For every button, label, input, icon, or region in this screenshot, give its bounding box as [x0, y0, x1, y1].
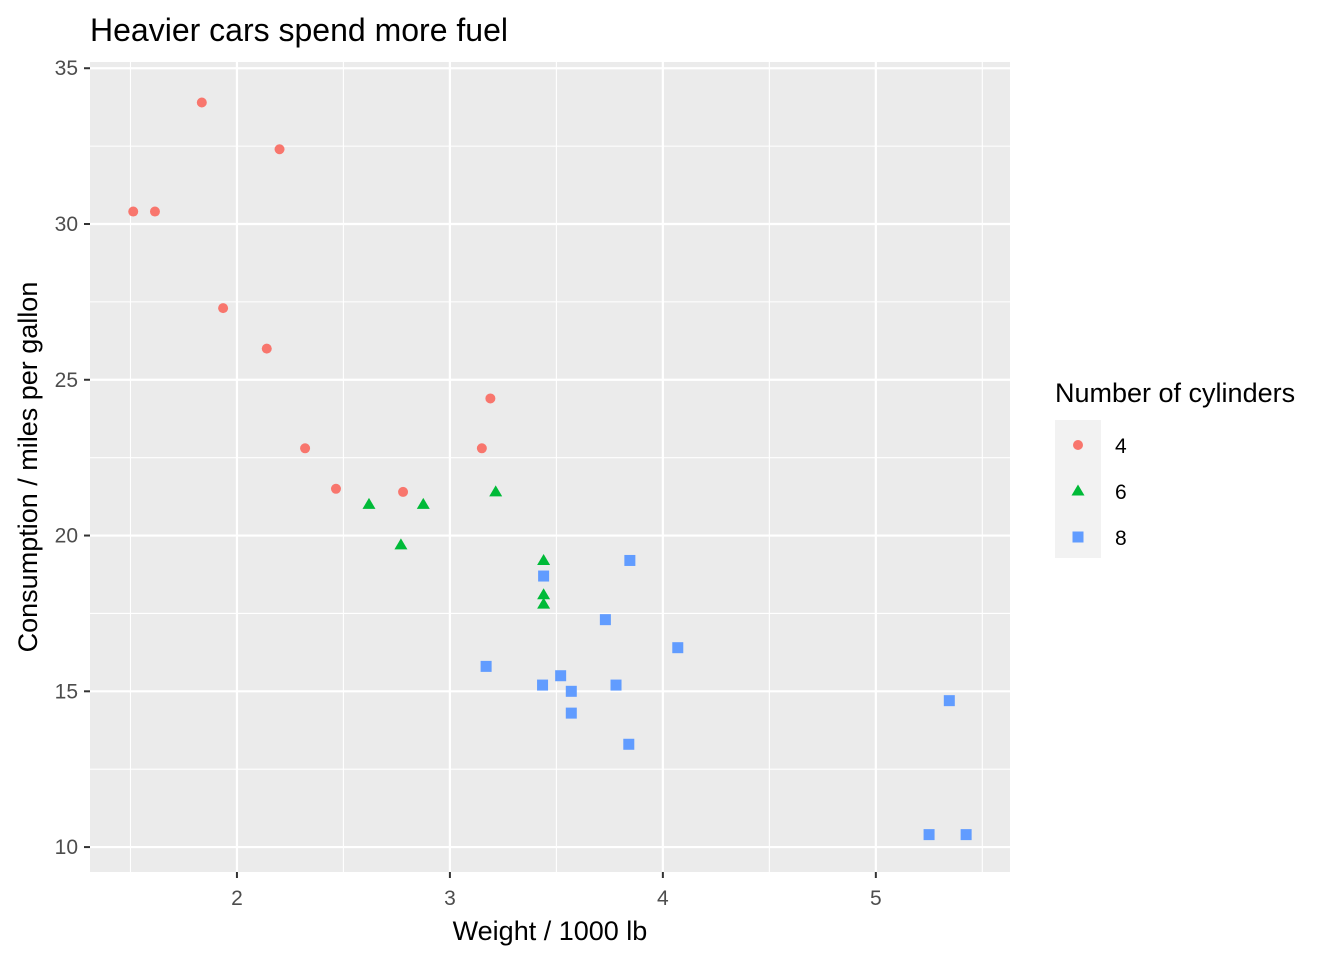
- data-point-cyl-6: [416, 497, 430, 509]
- data-point-cyl-4: [300, 443, 311, 454]
- data-point-cyl-8: [538, 570, 550, 582]
- data-point-cyl-4: [149, 206, 160, 217]
- data-point-cyl-4: [330, 483, 341, 494]
- data-point-cyl-8: [610, 679, 622, 691]
- data-point-cyl-8: [624, 554, 636, 566]
- y-axis-title: Consumption / miles per gallon: [13, 282, 43, 653]
- data-point-cyl-8: [943, 695, 955, 707]
- legend-key-4: [1073, 440, 1083, 450]
- data-point-cyl-4: [485, 393, 496, 404]
- data-point-cyl-4: [128, 206, 139, 217]
- data-point-cyl-6: [537, 553, 551, 565]
- legend-key-6: [1071, 484, 1085, 496]
- data-point-cyl-8: [565, 707, 577, 719]
- legend-label-8: 8: [1115, 527, 1127, 550]
- x-tick-label: 3: [444, 887, 456, 910]
- data-point-cyl-6: [394, 538, 408, 550]
- data-point-cyl-8: [599, 614, 611, 626]
- y-tick-label: 30: [55, 213, 78, 236]
- x-tick-label: 4: [657, 887, 669, 910]
- data-point-cyl-4: [218, 303, 229, 314]
- x-axis-title: Weight / 1000 lb: [453, 916, 648, 946]
- data-points: [128, 97, 972, 841]
- plot-panel: [90, 62, 1010, 872]
- x-tick-label: 5: [870, 887, 882, 910]
- legend-label-6: 6: [1115, 481, 1127, 504]
- data-point-cyl-4: [398, 486, 409, 497]
- chart-title: Heavier cars spend more fuel: [90, 12, 508, 48]
- data-point-cyl-4: [476, 443, 487, 454]
- axes: 2 3 4 5 10 15 20 25 30 35: [55, 57, 882, 910]
- data-point-cyl-6: [537, 597, 551, 609]
- data-point-cyl-8: [565, 685, 577, 697]
- y-tick-label: 15: [55, 680, 78, 703]
- data-point-cyl-8: [623, 738, 635, 750]
- minor-gridlines: [90, 62, 1010, 872]
- data-point-cyl-4: [261, 343, 272, 354]
- data-point-cyl-6: [537, 588, 551, 600]
- data-point-cyl-8: [672, 642, 684, 654]
- data-point-cyl-8: [555, 670, 567, 682]
- y-tick-label: 20: [55, 525, 78, 548]
- data-point-cyl-8: [960, 829, 972, 841]
- legend-label-4: 4: [1115, 435, 1127, 458]
- legend: Number of cylinders 4 6 8: [1055, 378, 1295, 558]
- y-tick-label: 25: [55, 369, 78, 392]
- data-point-cyl-4: [274, 144, 285, 155]
- legend-title: Number of cylinders: [1055, 378, 1295, 408]
- data-point-cyl-8: [537, 679, 549, 691]
- major-gridlines: [90, 62, 1010, 872]
- data-point-cyl-8: [923, 829, 935, 841]
- y-tick-label: 35: [55, 57, 78, 80]
- data-point-cyl-8: [480, 660, 492, 672]
- data-point-cyl-6: [489, 485, 503, 497]
- legend-key-8: [1072, 531, 1084, 543]
- data-point-cyl-6: [362, 497, 376, 509]
- x-tick-label: 2: [231, 887, 243, 910]
- data-point-cyl-4: [196, 97, 207, 108]
- y-tick-label: 10: [55, 836, 78, 859]
